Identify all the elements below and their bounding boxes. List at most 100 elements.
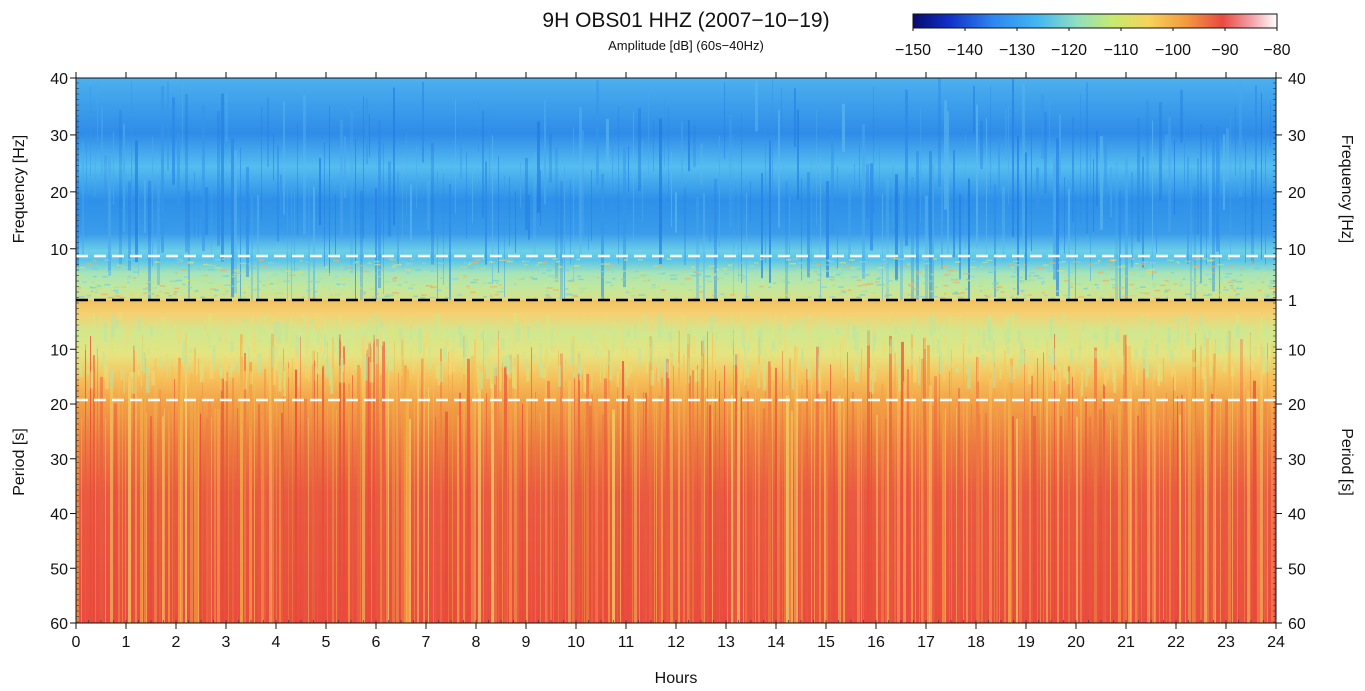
spectrogram-cell	[670, 352, 673, 623]
spectrogram-cell	[1065, 319, 1068, 337]
spectrogram-cell	[375, 188, 377, 300]
spectrogram-cell	[306, 331, 311, 348]
spectrogram-cell	[1140, 314, 1144, 324]
spectrogram-cell	[1204, 273, 1210, 276]
spectrogram-cell	[405, 263, 413, 266]
spectrogram-cell	[866, 322, 868, 346]
spectrogram-cell	[127, 275, 132, 277]
spectrogram-cell	[283, 338, 286, 364]
spectrogram-cell	[229, 367, 232, 378]
spectrogram-cell	[1006, 346, 1010, 355]
spectrogram-cell	[272, 273, 278, 276]
spectrogram-cell	[304, 261, 310, 263]
spectrogram-cell	[777, 327, 781, 345]
spectrogram-cell	[300, 259, 303, 262]
spectrogram-cell	[498, 330, 499, 623]
spectrogram-cell	[832, 334, 836, 360]
spectrogram-cell	[313, 281, 320, 283]
spectrogram-cell	[970, 260, 977, 263]
x-tick-label: 7	[422, 634, 431, 651]
spectrogram-cell	[595, 410, 597, 623]
spectrogram-cell	[95, 289, 99, 291]
spectrogram-cell	[412, 362, 415, 375]
spectrogram-cell	[705, 363, 707, 388]
spectrogram-cell	[676, 330, 680, 353]
spectrogram-cell	[911, 177, 914, 300]
spectrogram-cell	[1118, 404, 1121, 623]
spectrogram-cell	[351, 262, 358, 264]
spectrogram-cell	[241, 287, 247, 290]
spectrogram-cell	[325, 356, 329, 379]
spectrogram-cell	[451, 351, 455, 373]
spectrogram-cell	[164, 292, 170, 294]
spectrogram-cell	[1177, 396, 1178, 623]
spectrogram-cell	[870, 163, 873, 251]
spectrogram-cell	[235, 280, 240, 283]
spectrogram-cell	[697, 269, 704, 272]
spectrogram-cell	[545, 269, 552, 272]
period-tick-label-left: 60	[50, 616, 68, 633]
spectrogram-cell	[410, 324, 412, 340]
spectrogram-cell	[816, 109, 817, 227]
spectrogram-cell	[814, 270, 818, 273]
spectrogram-cell	[540, 412, 541, 623]
spectrogram-cell	[578, 353, 580, 623]
spectrogram-cell	[637, 272, 643, 274]
spectrogram-cell	[240, 147, 241, 300]
spectrogram-cell	[194, 297, 198, 299]
spectrogram-cell	[77, 287, 82, 289]
spectrogram-cell	[217, 265, 220, 268]
spectrogram-cell	[573, 265, 580, 267]
spectrogram-cell	[784, 408, 787, 623]
spectrogram-cell	[939, 356, 940, 623]
spectrogram-cell	[617, 386, 618, 623]
spectrogram-cell	[363, 293, 366, 295]
spectrogram-cell	[1050, 262, 1056, 264]
spectrogram-cell	[1150, 327, 1153, 345]
spectrogram-cell	[871, 371, 874, 395]
spectrogram-cell	[1203, 333, 1206, 349]
spectrogram-cell	[966, 375, 968, 623]
spectrogram-cell	[688, 289, 693, 291]
spectrogram-cell	[1094, 350, 1098, 359]
spectrogram-cell	[778, 110, 780, 228]
spectrogram-cell	[752, 417, 754, 623]
spectrogram-cell	[1086, 264, 1093, 266]
spectrogram-cell	[770, 348, 772, 367]
spectrogram-cell	[172, 293, 177, 295]
spectrogram-cell	[659, 273, 664, 275]
spectrogram-cell	[1072, 377, 1073, 623]
spectrogram-cell	[489, 332, 493, 348]
period-tick-label-right: 40	[1288, 507, 1306, 524]
spectrogram-cell	[965, 288, 968, 290]
spectrogram-cell	[859, 294, 866, 296]
spectrogram-cell	[300, 336, 301, 623]
spectrogram-cell	[493, 364, 498, 377]
spectrogram-cell	[104, 283, 111, 286]
spectrogram-cell	[927, 345, 930, 623]
spectrogram-cell	[1043, 264, 1049, 266]
spectrogram-cell	[599, 360, 601, 383]
spectrogram-cell	[202, 378, 203, 623]
spectrogram-cell	[539, 342, 542, 368]
spectrogram-cell	[1081, 371, 1084, 397]
spectrogram-cell	[1251, 169, 1254, 264]
spectrogram-cell	[1065, 337, 1070, 343]
spectrogram-cell	[182, 340, 186, 364]
spectrogram-cell	[306, 289, 311, 292]
spectrogram-cell	[808, 281, 815, 284]
spectrogram-cell	[651, 340, 654, 365]
spectrogram-cell	[246, 294, 251, 296]
spectrogram-cell	[875, 281, 880, 283]
spectrogram-cell	[908, 285, 914, 287]
x-tick-label: 9	[522, 634, 531, 651]
spectrogram-cell	[697, 369, 700, 381]
spectrogram-cell	[888, 345, 892, 354]
spectrogram-cell	[848, 259, 855, 261]
period-axis-label-right: Period [s]	[1338, 428, 1355, 496]
spectrogram-cell	[1261, 314, 1264, 332]
spectrogram-cell	[925, 195, 928, 300]
spectrogram-cell	[612, 322, 616, 344]
spectrogram-cell	[445, 339, 449, 349]
spectrogram-cell	[303, 95, 306, 235]
